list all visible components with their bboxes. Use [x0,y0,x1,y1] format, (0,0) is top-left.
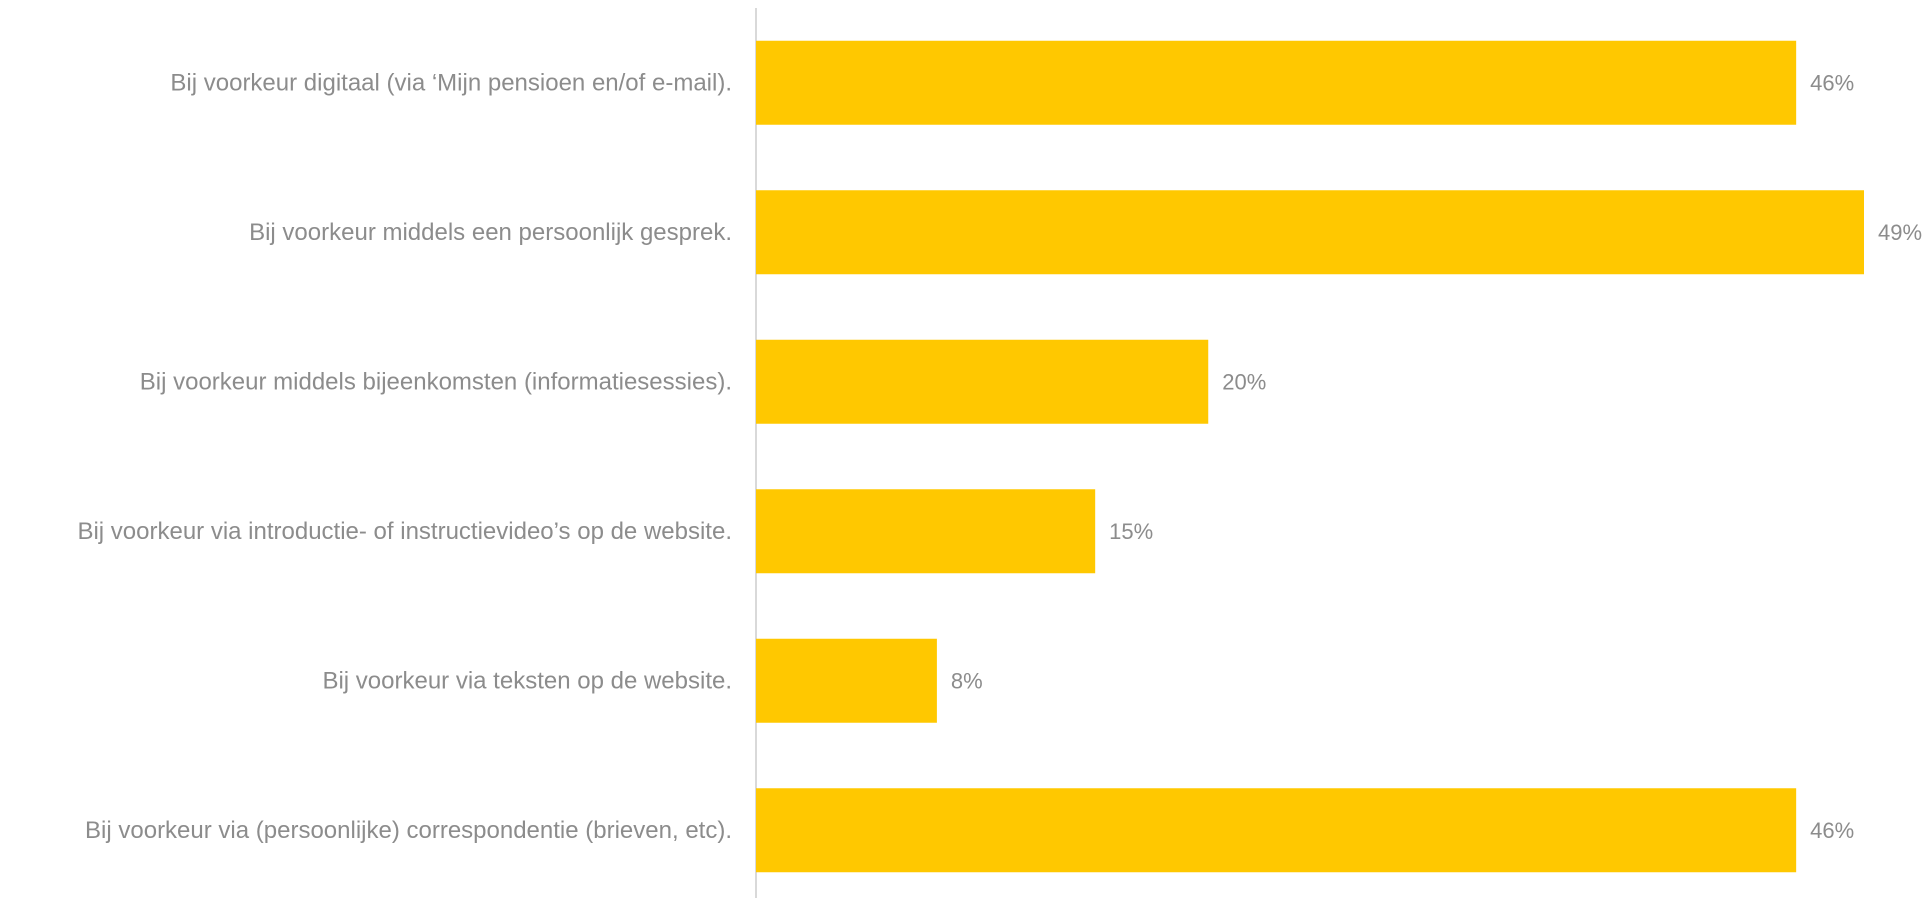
bar [756,40,1797,125]
category-label: Bij voorkeur via introductie- of instruc… [77,518,732,545]
value-label: 20% [1222,369,1266,394]
value-label: 46% [1810,70,1854,95]
bar-group [756,40,1864,873]
bar [756,788,1797,873]
value-label: 46% [1810,818,1854,843]
category-label-group: Bij voorkeur digitaal (via ‘Mijn pensioe… [77,69,732,844]
bar [756,638,937,723]
value-label: 8% [951,668,983,693]
category-label: Bij voorkeur middels een persoonlijk ges… [249,219,732,246]
bar [756,190,1864,275]
category-label: Bij voorkeur via (persoonlijke) correspo… [85,817,732,844]
value-label: 15% [1109,519,1153,544]
category-label: Bij voorkeur digitaal (via ‘Mijn pensioe… [170,69,732,96]
bar [756,339,1209,424]
category-label: Bij voorkeur middels bijeenkomsten (info… [140,368,732,395]
value-label-group: 46% 49% 20% 15% 8% 46% [951,70,1922,843]
value-label: 49% [1878,220,1922,245]
category-label: Bij voorkeur via teksten op de website. [322,667,732,694]
bar [756,489,1096,574]
